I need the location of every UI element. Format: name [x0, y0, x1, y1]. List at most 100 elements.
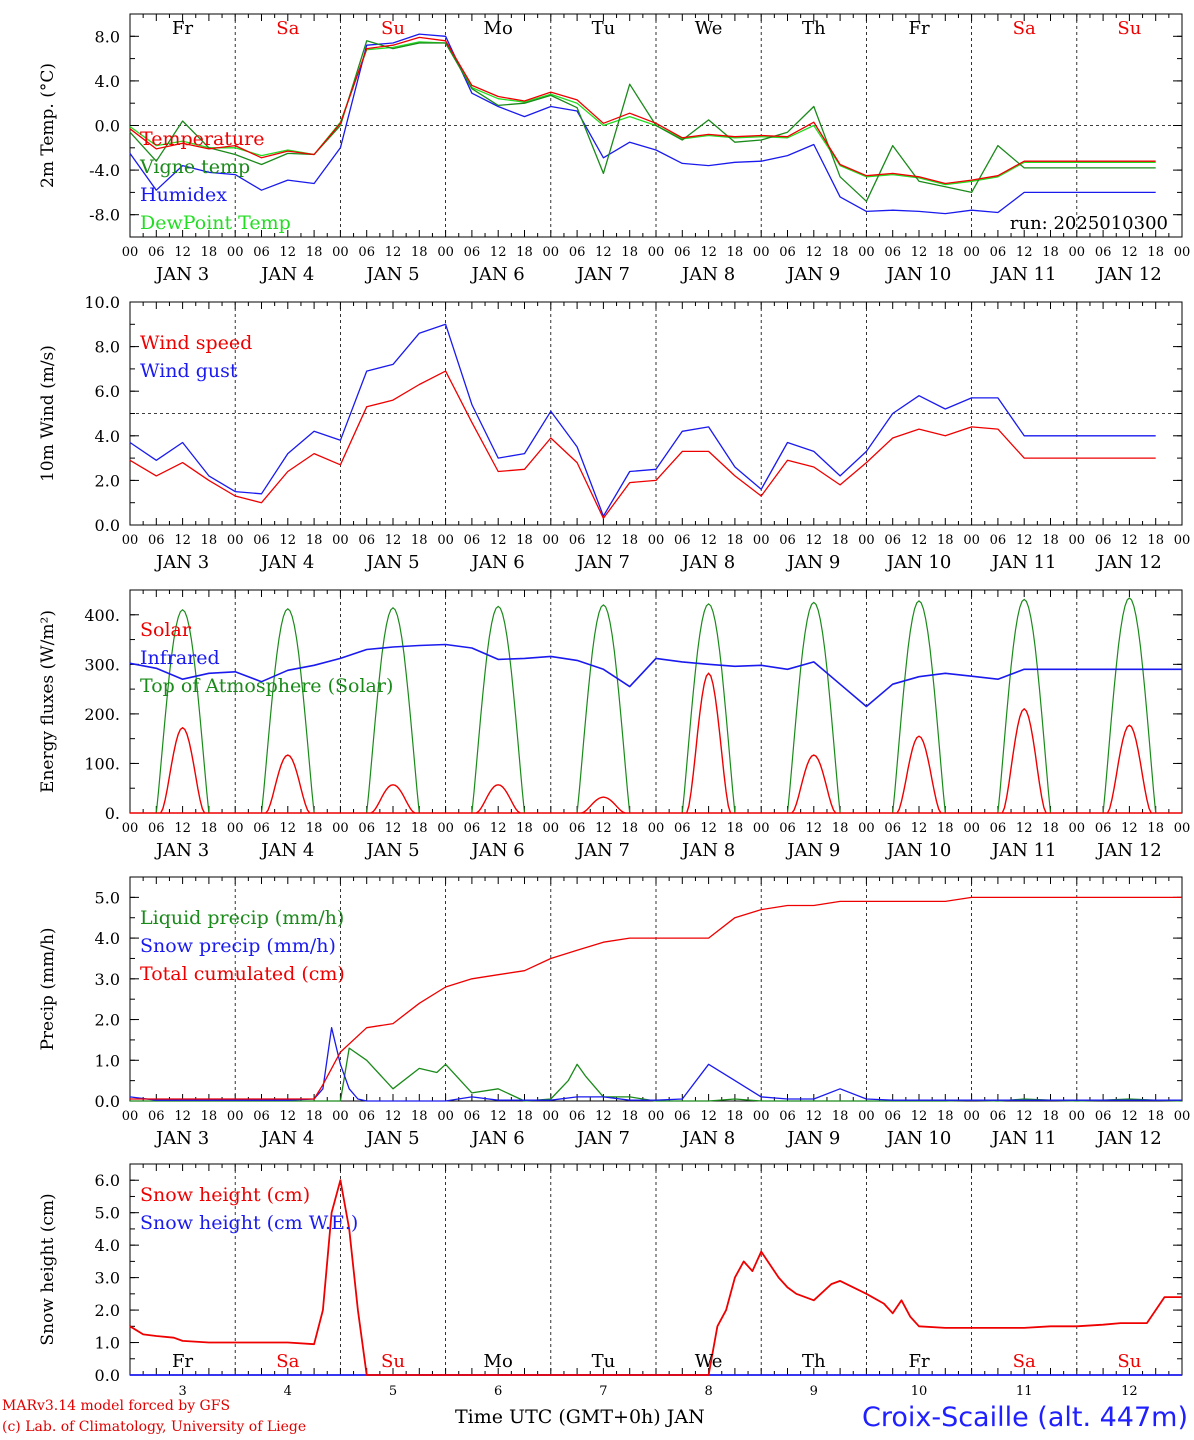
y-tick-label: 5.0: [95, 888, 120, 907]
hour-tick-label: 00: [437, 1109, 454, 1124]
hour-tick-label: 12: [1121, 245, 1138, 260]
hour-tick-label: 18: [411, 1109, 428, 1124]
date-label: JAN 8: [680, 840, 735, 861]
hour-tick-label: 18: [411, 533, 428, 548]
series-line-blue: [129, 33, 1156, 215]
hour-tick-label: 12: [911, 821, 928, 836]
hour-tick-label: 06: [884, 245, 901, 260]
hour-tick-label: 18: [201, 533, 218, 548]
day-name-label: Su: [381, 18, 405, 39]
date-label: JAN 9: [785, 1128, 840, 1149]
hour-tick-label: 00: [1174, 821, 1191, 836]
y-tick-label: 1.0: [95, 1051, 120, 1070]
y-tick-label: 4.0: [95, 427, 120, 446]
y-tick-label: 100.: [84, 754, 120, 773]
hour-tick-label: 12: [1016, 533, 1033, 548]
hour-tick-label: 00: [1174, 245, 1191, 260]
legend-entry: Humidex: [140, 184, 227, 206]
hour-tick-label: 12: [1016, 821, 1033, 836]
hour-tick-label: 12: [806, 533, 823, 548]
hour-tick-label: 06: [358, 533, 375, 548]
surface-solar-curve: [160, 726, 206, 814]
date-label: JAN 10: [885, 840, 952, 861]
hour-tick-label: 12: [174, 533, 191, 548]
series-line-green: [129, 40, 1156, 202]
date-label: JAN 3: [154, 1128, 209, 1149]
date-label: JAN 12: [1095, 840, 1162, 861]
day-name-label: Su: [381, 1351, 405, 1372]
hour-tick-label: 00: [648, 245, 665, 260]
hour-tick-label: 00: [753, 1109, 770, 1124]
hour-tick-label: 00: [858, 1109, 875, 1124]
legend-entry: Top of Atmosphere (Solar): [140, 675, 393, 697]
hour-tick-label: 12: [911, 245, 928, 260]
hour-tick-label: 06: [779, 821, 796, 836]
hour-tick-label: 00: [858, 821, 875, 836]
hour-tick-label: 06: [990, 821, 1007, 836]
hour-tick-label: 12: [174, 821, 191, 836]
hour-tick-label: 06: [884, 821, 901, 836]
surface-solar-curve: [581, 796, 626, 814]
date-label: JAN 7: [575, 840, 630, 861]
hour-tick-label: 18: [727, 245, 744, 260]
legend-entry: Solar: [140, 619, 192, 641]
hour-tick-label: 12: [595, 821, 612, 836]
hour-tick-label: 18: [621, 1109, 638, 1124]
series-line-lightgreen: [129, 41, 1156, 186]
hour-tick-label: 00: [437, 821, 454, 836]
day-name-label: Sa: [276, 1351, 299, 1372]
hour-tick-label: 12: [280, 245, 297, 260]
legend-entry: Temperature: [140, 128, 264, 150]
hour-tick-label: 06: [884, 533, 901, 548]
day-name-label: Fr: [172, 18, 193, 39]
toa-solar-curve: [1102, 597, 1157, 814]
x-axis-title: Time UTC (GMT+0h) JAN: [455, 1406, 705, 1428]
surface-solar-curve: [896, 735, 942, 814]
hour-tick-label: 06: [464, 533, 481, 548]
hour-tick-label: 18: [727, 533, 744, 548]
hour-tick-label: 06: [569, 533, 586, 548]
date-label: JAN 4: [259, 552, 314, 573]
hour-tick-label: 18: [1042, 821, 1059, 836]
hour-tick-label: 00: [753, 533, 770, 548]
hour-tick-label: 12: [595, 533, 612, 548]
hour-tick-label: 06: [253, 245, 270, 260]
hour-tick-label: 12: [700, 533, 717, 548]
hour-tick-label: 00: [858, 533, 875, 548]
y-tick-label: 4.0: [95, 1236, 120, 1255]
date-label: JAN 8: [680, 264, 735, 285]
hour-tick-label: 12: [385, 1109, 402, 1124]
series-line-red: [129, 1179, 1182, 1376]
y-axis-title: 2m Temp. (°C): [38, 63, 58, 188]
hour-tick-label: 06: [569, 245, 586, 260]
date-label: JAN 7: [575, 552, 630, 573]
hour-tick-label: 00: [332, 245, 349, 260]
y-tick-label: -8.0: [89, 206, 120, 225]
day-number-label: 10: [911, 1384, 928, 1399]
day-name-label: Th: [802, 18, 826, 39]
hour-tick-label: 00: [437, 245, 454, 260]
hour-tick-label: 12: [490, 1109, 507, 1124]
y-tick-label: 3.0: [95, 970, 120, 989]
day-number-label: 5: [389, 1384, 397, 1399]
hour-tick-label: 12: [280, 1109, 297, 1124]
legend-entry: Snow precip (mm/h): [140, 935, 336, 957]
hour-tick-label: 06: [990, 245, 1007, 260]
hour-tick-label: 18: [411, 821, 428, 836]
run-annotation: run: 2025010300: [1010, 213, 1168, 234]
hour-tick-label: 18: [1147, 821, 1164, 836]
hour-tick-label: 18: [937, 533, 954, 548]
hour-tick-label: 06: [148, 245, 165, 260]
legend-entry: Total cumulated (cm): [140, 963, 345, 985]
hour-tick-label: 18: [411, 245, 428, 260]
y-tick-label: 0.0: [95, 1366, 120, 1385]
hour-tick-label: 12: [280, 821, 297, 836]
hour-tick-label: 00: [753, 821, 770, 836]
day-name-label: Fr: [908, 18, 929, 39]
y-axis-title: Precip (mm/h): [38, 927, 58, 1050]
hour-tick-label: 18: [516, 533, 533, 548]
hour-tick-label: 12: [174, 245, 191, 260]
hour-tick-label: 12: [280, 533, 297, 548]
hour-tick-label: 00: [543, 533, 560, 548]
hour-tick-label: 18: [937, 1109, 954, 1124]
